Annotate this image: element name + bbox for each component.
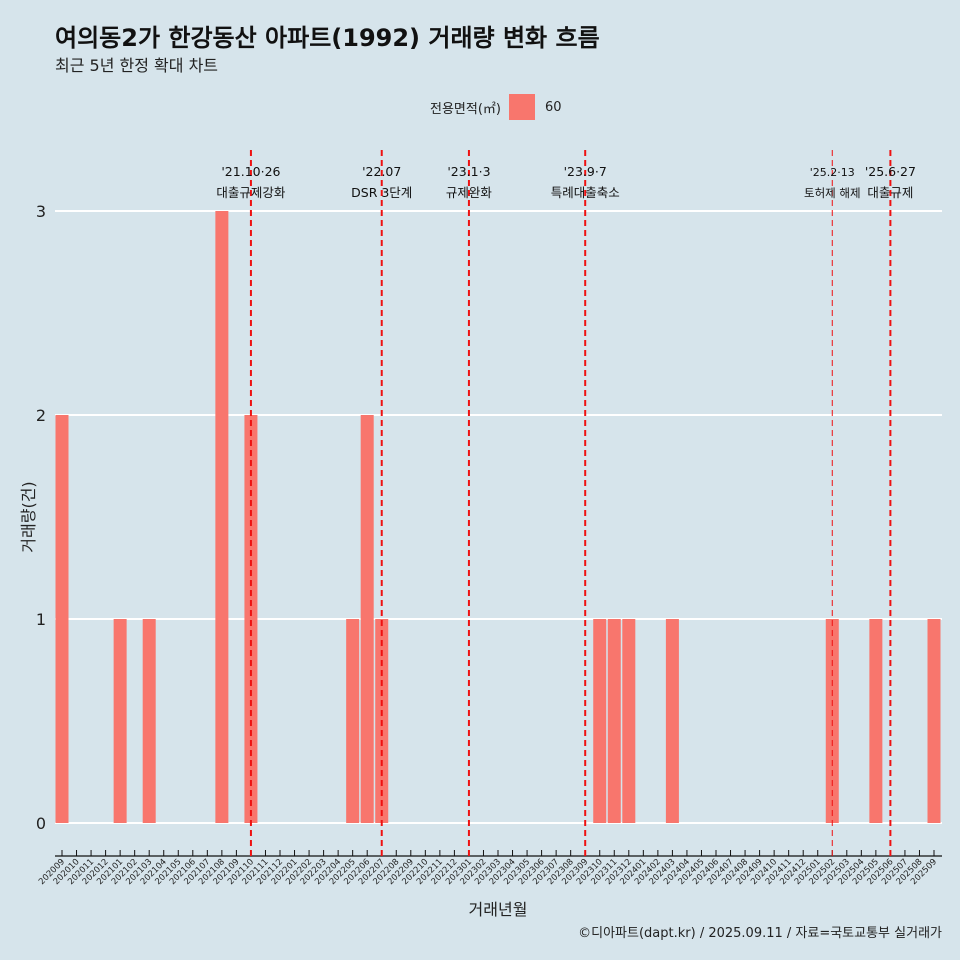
bar bbox=[360, 415, 374, 823]
event-label: 규제완화 bbox=[446, 185, 493, 200]
bar bbox=[346, 619, 360, 823]
legend: 전용면적(㎡) 60 bbox=[430, 94, 562, 120]
bar bbox=[607, 619, 621, 823]
event-date: '23.1·3 bbox=[447, 164, 490, 179]
chart-subtitle: 최근 5년 한정 확대 차트 bbox=[55, 56, 219, 75]
y-axis-title: 거래량(건) bbox=[19, 481, 38, 552]
bar bbox=[113, 619, 127, 823]
event-label: DSR 3단계 bbox=[351, 185, 412, 200]
caption: ©디아파트(dapt.kr) / 2025.09.11 / 자료=국토교통부 실… bbox=[578, 926, 942, 941]
bar bbox=[55, 415, 69, 823]
event-label: 특례대출축소 bbox=[551, 185, 620, 200]
event-date: '22.07 bbox=[362, 164, 401, 179]
event-label: 대출규제 bbox=[867, 185, 913, 200]
event-date: '23.9·7 bbox=[564, 164, 607, 179]
chart-title: 여의동2가 한강동산 아파트(1992) 거래량 변화 흐름 bbox=[55, 24, 600, 52]
legend-entry: 60 bbox=[544, 99, 562, 115]
bar bbox=[665, 619, 679, 823]
event-date: '25.2·13 bbox=[810, 166, 855, 179]
event-date: '25.6·27 bbox=[865, 164, 916, 179]
bar bbox=[215, 211, 229, 823]
bar bbox=[593, 619, 607, 823]
event-label: 토허제 해제 bbox=[804, 186, 861, 200]
bar bbox=[869, 619, 883, 823]
event-label: 대출규제강화 bbox=[216, 185, 286, 200]
legend-swatch bbox=[508, 94, 535, 120]
y-tick-label: 3 bbox=[36, 202, 46, 221]
event-date: '21.10·26 bbox=[221, 164, 280, 179]
y-tick-label: 1 bbox=[36, 610, 46, 629]
bar bbox=[142, 619, 156, 823]
x-axis-title: 거래년월 bbox=[469, 900, 528, 919]
y-tick-label: 0 bbox=[36, 814, 46, 833]
legend-title: 전용면적(㎡) bbox=[430, 101, 501, 117]
y-tick-label: 2 bbox=[36, 406, 46, 425]
bar bbox=[927, 619, 941, 823]
bar bbox=[622, 619, 636, 823]
bar bbox=[244, 415, 258, 823]
